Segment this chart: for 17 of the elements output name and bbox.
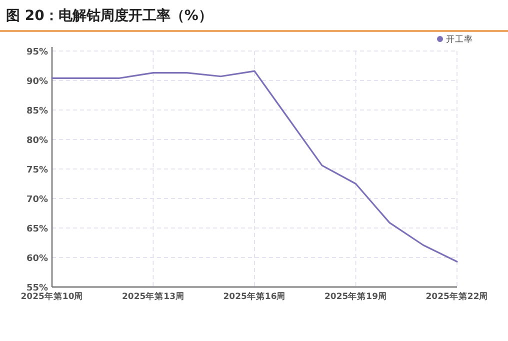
x-tick-label: 2025年第16周	[223, 291, 286, 302]
x-tick-label: 2025年第22周	[426, 291, 488, 302]
y-tick-label: 70%	[26, 195, 48, 205]
x-tick-label: 2025年第13周	[122, 291, 184, 302]
y-tick-label: 85%	[26, 106, 48, 116]
y-tick-label: 75%	[26, 166, 48, 176]
x-tick-label: 2025年第10周	[20, 291, 84, 302]
y-tick-label: 65%	[26, 224, 48, 234]
chart-title: 图 20：电解钴周度开工率（%）	[6, 7, 212, 24]
y-tick-label: 55%	[26, 284, 48, 294]
legend-label: 开工率	[446, 34, 473, 45]
x-tick-label: 2025年第19周	[324, 291, 387, 302]
y-tick-label: 60%	[26, 254, 48, 264]
y-tick-label: 95%	[26, 48, 48, 58]
y-tick-label: 80%	[26, 136, 48, 146]
y-tick-label: 90%	[26, 77, 48, 87]
line-series	[51, 70, 458, 262]
